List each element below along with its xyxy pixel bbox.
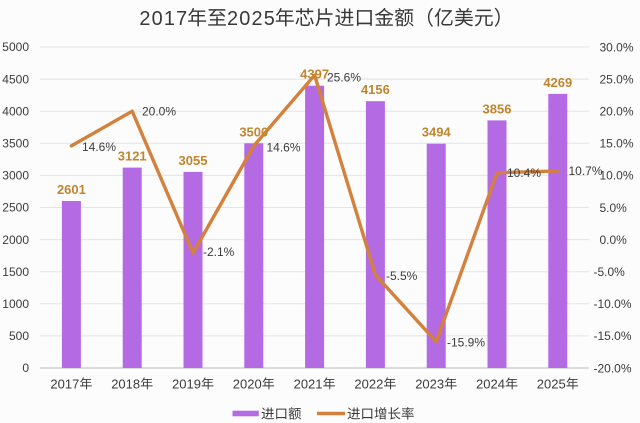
svg-text:25.6%: 25.6% xyxy=(327,70,361,84)
svg-text:3856: 3856 xyxy=(483,101,512,116)
svg-text:-5.5%: -5.5% xyxy=(386,269,418,283)
svg-text:10.0%: 10.0% xyxy=(600,169,634,183)
svg-text:3121: 3121 xyxy=(118,149,147,164)
svg-text:4397: 4397 xyxy=(300,67,329,82)
svg-text:5000: 5000 xyxy=(2,40,29,54)
svg-text:1000: 1000 xyxy=(2,297,29,311)
svg-text:14.6%: 14.6% xyxy=(267,141,301,155)
svg-text:5.0%: 5.0% xyxy=(600,201,628,215)
svg-text:2020: 2020 xyxy=(233,376,262,391)
svg-text:-15.9%: -15.9% xyxy=(447,336,485,350)
svg-text:4269: 4269 xyxy=(543,75,572,90)
svg-text:20.0%: 20.0% xyxy=(142,105,176,119)
svg-text:4156: 4156 xyxy=(361,82,390,97)
svg-text:-20.0%: -20.0% xyxy=(594,361,632,375)
svg-text:2024: 2024 xyxy=(476,376,505,391)
svg-text:4000: 4000 xyxy=(2,104,29,118)
svg-text:3500: 3500 xyxy=(2,137,29,151)
svg-text:0: 0 xyxy=(22,361,29,375)
svg-text:-2.1%: -2.1% xyxy=(203,245,235,259)
svg-text:3494: 3494 xyxy=(422,125,452,140)
svg-text:2017: 2017 xyxy=(139,8,187,30)
svg-text:10.7%: 10.7% xyxy=(569,164,603,178)
svg-text:-10.0%: -10.0% xyxy=(594,297,632,311)
svg-text:2018: 2018 xyxy=(111,376,140,391)
svg-text:2500: 2500 xyxy=(2,201,29,215)
svg-text:3055: 3055 xyxy=(179,153,208,168)
svg-text:500: 500 xyxy=(9,329,29,343)
svg-text:-5.0%: -5.0% xyxy=(594,265,626,279)
svg-text:2601: 2601 xyxy=(57,182,86,197)
svg-text:2019: 2019 xyxy=(172,376,201,391)
svg-text:15.0%: 15.0% xyxy=(600,137,634,151)
svg-text:20.0%: 20.0% xyxy=(600,105,634,119)
svg-text:-15.0%: -15.0% xyxy=(594,329,632,343)
svg-text:30.0%: 30.0% xyxy=(600,40,634,54)
svg-text:1500: 1500 xyxy=(2,265,29,279)
svg-text:3500: 3500 xyxy=(239,124,268,139)
svg-text:4500: 4500 xyxy=(2,72,29,86)
svg-text:2025: 2025 xyxy=(227,8,275,30)
svg-text:10.4%: 10.4% xyxy=(507,166,541,180)
svg-text:2017: 2017 xyxy=(50,376,79,391)
svg-text:0.0%: 0.0% xyxy=(600,233,628,247)
svg-text:2023: 2023 xyxy=(415,376,444,391)
svg-text:14.6%: 14.6% xyxy=(82,140,116,154)
svg-text:2000: 2000 xyxy=(2,233,29,247)
svg-text:2021: 2021 xyxy=(294,376,323,391)
svg-text:2025: 2025 xyxy=(537,376,566,391)
svg-text:2022: 2022 xyxy=(354,376,383,391)
svg-text:3000: 3000 xyxy=(2,169,29,183)
svg-text:25.0%: 25.0% xyxy=(600,72,634,86)
